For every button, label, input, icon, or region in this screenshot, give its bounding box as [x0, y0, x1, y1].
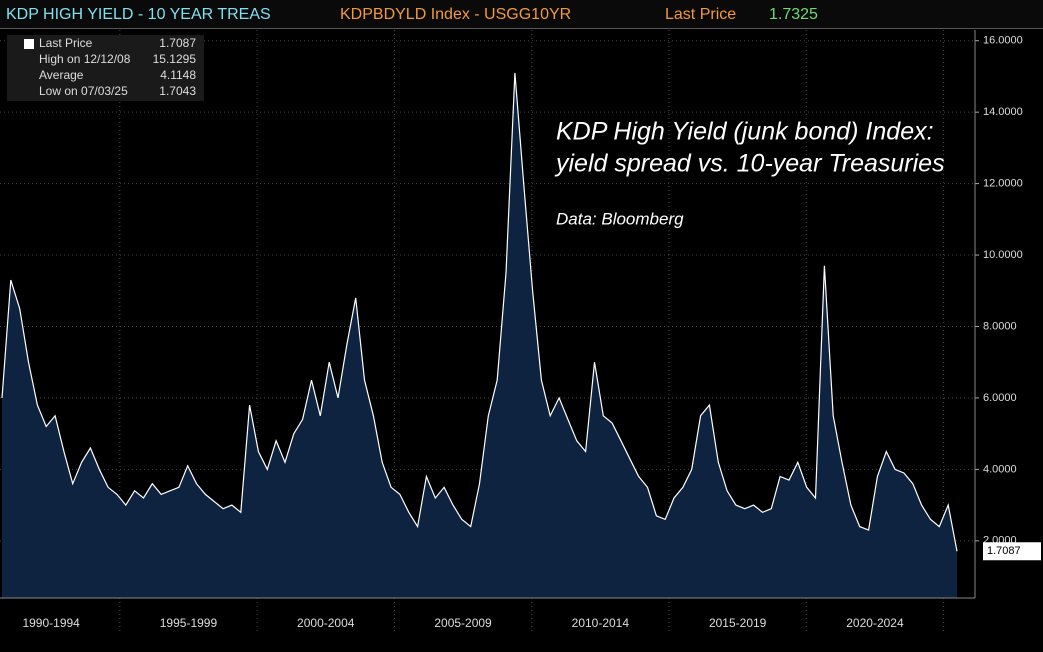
- x-tick-label: 1990-1994: [22, 616, 80, 630]
- y-tick-label: 12.0000: [983, 178, 1023, 190]
- y-tick-label: 16.0000: [983, 35, 1023, 47]
- legend-label: Average: [39, 68, 84, 82]
- legend-value: 15.1295: [153, 52, 197, 66]
- x-tick-label: 2000-2004: [297, 616, 355, 630]
- header-bar: [0, 0, 1043, 28]
- y-tick-label: 10.0000: [983, 249, 1023, 261]
- legend-label: Last Price: [39, 36, 93, 50]
- annotation-title: yield spread vs. 10-year Treasuries: [554, 150, 945, 178]
- legend-swatch: [24, 39, 34, 49]
- last-value-tag: [983, 542, 1041, 561]
- header-last-value: 1.7325: [769, 6, 818, 23]
- header-title: KDP HIGH YIELD - 10 YEAR TREAS: [6, 6, 271, 23]
- header-ticker: KDPBDYLD Index - USGG10YR: [340, 6, 571, 23]
- x-tick-label: 2020-2024: [846, 616, 904, 630]
- legend-value: 4.1148: [160, 68, 196, 82]
- last-value-label: 1.7087: [987, 545, 1021, 557]
- x-tick-label: 1995-1999: [160, 616, 218, 630]
- y-tick-label: 6.0000: [983, 392, 1017, 404]
- legend-value: 1.7043: [159, 84, 196, 98]
- y-tick-label: 8.0000: [983, 320, 1017, 332]
- area: [2, 72, 957, 598]
- annotation-source: Data: Bloomberg: [556, 209, 684, 228]
- x-tick-label: 2015-2019: [709, 616, 767, 630]
- y-tick-label: 4.0000: [983, 463, 1017, 475]
- legend-label: High on 12/12/08: [39, 52, 131, 66]
- legend-box: [7, 35, 204, 101]
- x-tick-label: 2005-2009: [434, 616, 492, 630]
- legend-label: Low on 07/03/25: [39, 84, 128, 98]
- annotation-title: KDP High Yield (junk bond) Index:: [556, 118, 934, 146]
- header-last-label: Last Price: [665, 6, 736, 23]
- x-tick-label: 2010-2014: [572, 616, 630, 630]
- y-tick-label: 14.0000: [983, 106, 1023, 118]
- line: [1, 72, 958, 552]
- legend-value: 1.7087: [159, 36, 196, 50]
